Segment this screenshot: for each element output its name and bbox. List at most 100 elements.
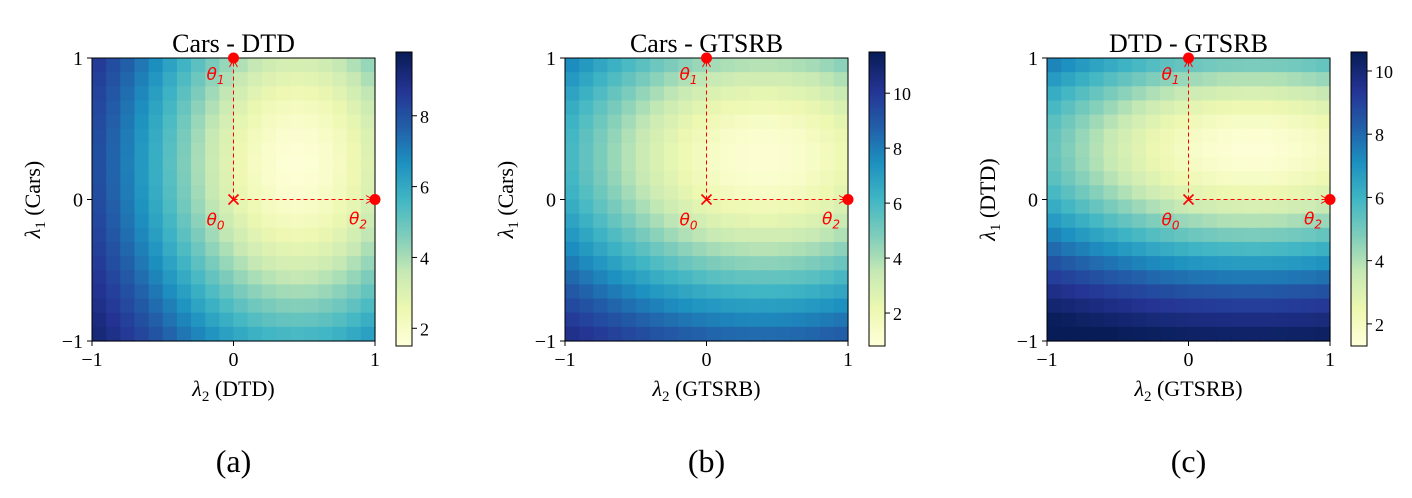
heatmap-cell	[275, 157, 291, 172]
heatmap-cell	[748, 58, 764, 73]
heatmap-cell	[607, 227, 623, 243]
heatmap-cell	[1259, 312, 1274, 328]
heatmap-cell	[191, 298, 206, 314]
colorbar-segment	[1351, 284, 1367, 288]
heatmap-cell	[332, 128, 348, 144]
colorbar-segment	[396, 167, 412, 171]
heatmap-cell	[148, 326, 164, 342]
heatmap-cell	[92, 142, 107, 158]
heatmap-cell	[346, 213, 362, 229]
colorbar-segment	[869, 255, 885, 259]
heatmap-cell	[734, 171, 750, 186]
heatmap-cell	[318, 157, 334, 172]
colorbar-segment	[1351, 142, 1367, 146]
heatmap-cell	[805, 270, 821, 285]
heatmap-cell	[805, 142, 821, 158]
heatmap-cell	[1273, 86, 1289, 102]
heatmap-cell	[1188, 284, 1204, 300]
heatmap-cell	[290, 171, 305, 186]
heatmap-cell	[565, 241, 580, 257]
heatmap-cell	[290, 128, 305, 144]
colorbar-segment	[869, 191, 885, 195]
heatmap-cell	[1061, 284, 1076, 300]
heatmap-cell	[219, 256, 235, 271]
heatmap-cell	[1245, 185, 1260, 201]
y-tick-label: −1	[535, 331, 556, 353]
colorbar-tick-label: 6	[1375, 188, 1384, 208]
colorbar-segment	[1351, 108, 1367, 112]
heatmap-cell	[649, 199, 665, 215]
heatmap-cell	[805, 312, 821, 328]
colorbar-segment	[869, 105, 885, 109]
heatmap-cell	[1287, 142, 1303, 158]
heatmap-cell	[1160, 213, 1175, 229]
heatmap-cell	[635, 326, 651, 342]
heatmap-cell	[162, 284, 178, 300]
heatmap-cell	[1089, 270, 1105, 285]
heatmap-cell	[692, 298, 708, 314]
colorbar-segment	[1351, 186, 1367, 190]
heatmap-cell	[763, 256, 778, 271]
heatmap-cell	[162, 227, 178, 243]
heatmap-cell	[706, 284, 722, 300]
heatmap-cell	[748, 199, 764, 215]
heatmap-cell	[1103, 142, 1119, 158]
heatmap-cell	[346, 270, 362, 285]
colorbar-segment	[396, 228, 412, 232]
heatmap-cell	[1301, 312, 1317, 328]
heatmap-cell	[805, 256, 821, 271]
heatmap-cell	[706, 256, 722, 271]
heatmap-cell	[607, 114, 623, 130]
heatmap-cell	[346, 284, 362, 300]
heatmap-cell	[1188, 100, 1204, 116]
heatmap-cell	[805, 114, 821, 130]
colorbar-segment	[396, 162, 412, 166]
heatmap-cell	[833, 58, 849, 73]
colorbar-segment	[1351, 103, 1367, 107]
heatmap-cell	[1216, 58, 1232, 73]
heatmap-cell	[791, 241, 807, 257]
colorbar-segment	[396, 218, 412, 222]
colorbar-segment	[869, 331, 885, 335]
colorbar-segment	[1351, 61, 1367, 65]
heatmap-cell	[706, 270, 722, 285]
colorbar-segment	[1351, 54, 1367, 58]
colorbar-segment	[869, 123, 885, 127]
heatmap-cell	[247, 312, 263, 328]
colorbar-segment	[869, 338, 885, 342]
heatmap-cell	[1131, 312, 1147, 328]
heatmap-cell	[120, 157, 136, 172]
colorbar-segment	[396, 103, 412, 107]
x-axis-subscript: 2	[662, 389, 670, 405]
colorbar-segment	[396, 287, 412, 291]
heatmap-cell	[819, 86, 835, 102]
heatmap-cell	[346, 326, 362, 342]
heatmap-cell	[777, 256, 792, 271]
colorbar-segment	[869, 132, 885, 136]
heatmap-cell	[1202, 270, 1218, 285]
heatmap-cell	[607, 213, 623, 229]
heatmap-cell	[1089, 58, 1105, 73]
heatmap-cell	[275, 58, 291, 73]
heatmap-cell	[1047, 326, 1062, 342]
heatmap-cell	[205, 213, 220, 229]
heatmap-cell	[162, 100, 178, 116]
heatmap-cell	[261, 326, 277, 342]
heatmap-cell	[819, 227, 835, 243]
heatmap-cell	[1146, 128, 1161, 144]
heatmap-cell	[565, 185, 580, 201]
colorbar-segment	[1351, 59, 1367, 63]
heatmap-cell	[706, 100, 722, 116]
heatmap-cell	[261, 284, 277, 300]
heatmap-cell	[621, 298, 637, 314]
heatmap-cell	[176, 114, 192, 130]
heatmap-cell	[176, 171, 192, 186]
heatmap-cell	[1075, 326, 1091, 342]
colorbar-segment	[1351, 304, 1367, 308]
heatmap-cell	[176, 298, 192, 314]
colorbar-segment	[1351, 81, 1367, 85]
heatmap-cell	[1315, 72, 1331, 87]
colorbar-segment	[869, 265, 885, 269]
x-axis-text: (GTSRB)	[1151, 376, 1242, 401]
heatmap-cell	[1146, 199, 1161, 215]
